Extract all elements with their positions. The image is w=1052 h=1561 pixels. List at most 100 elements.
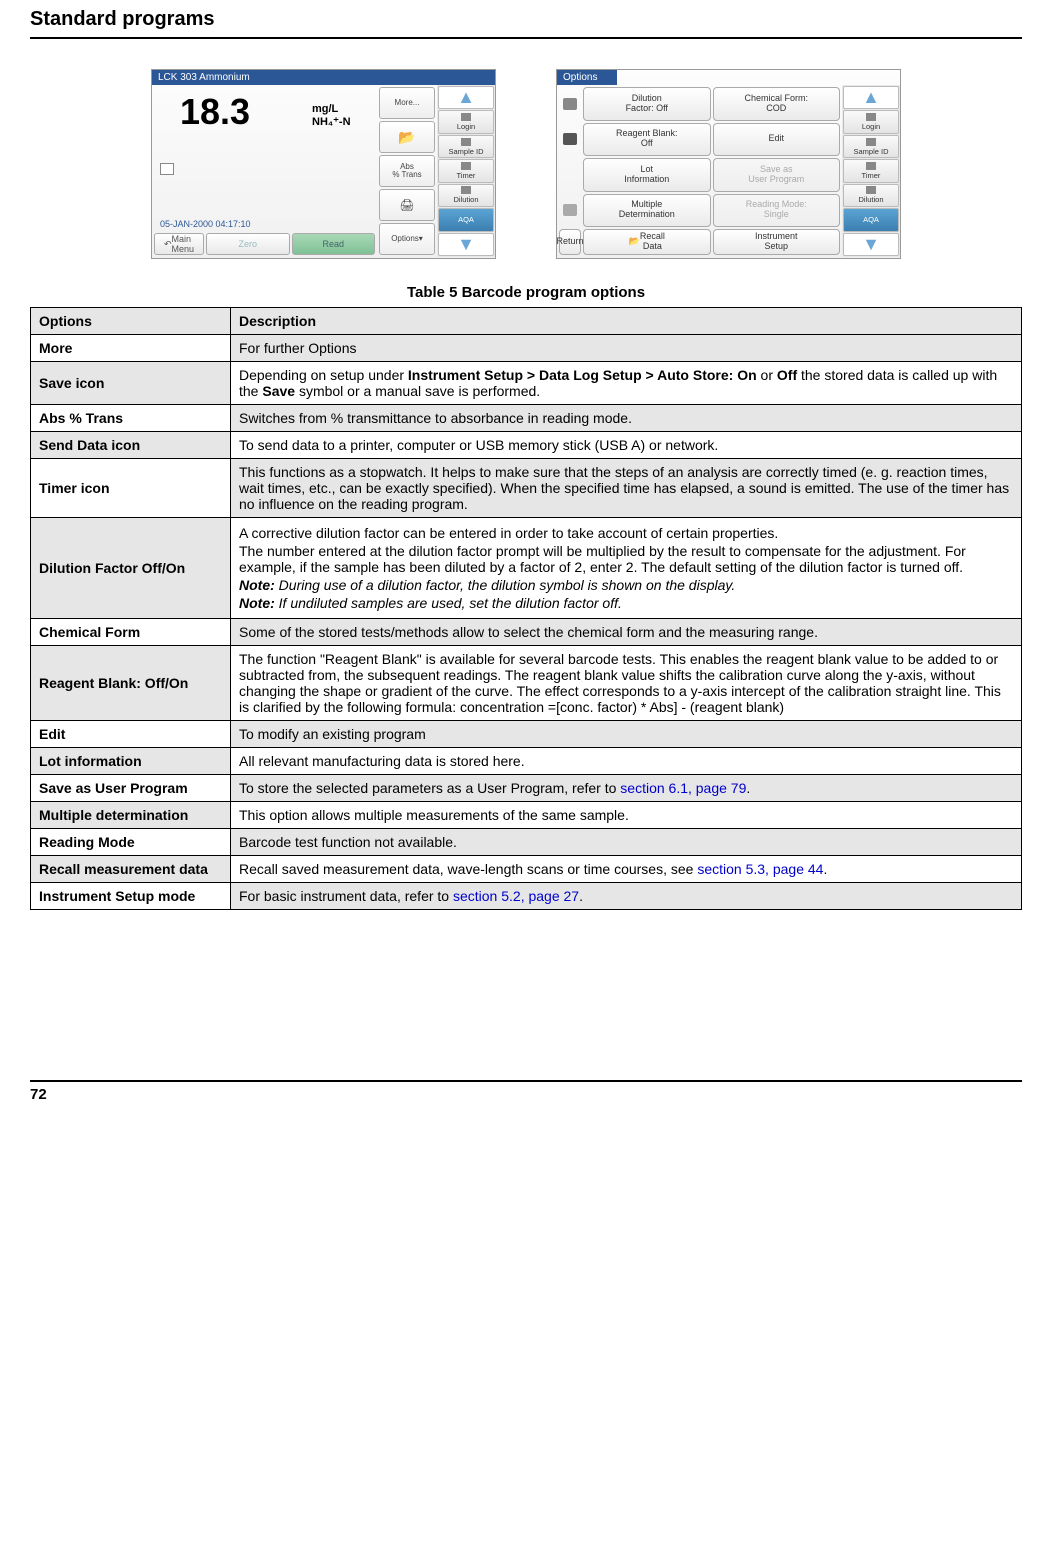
desc-cell: Switches from % transmittance to absorba… bbox=[231, 405, 1022, 432]
desc-cell: Some of the stored tests/methods allow t… bbox=[231, 619, 1022, 646]
opt-cell: Save icon bbox=[31, 362, 231, 405]
login-button[interactable]: Login bbox=[843, 110, 899, 133]
desc-cell: To send data to a printer, computer or U… bbox=[231, 432, 1022, 459]
desc-cell: A corrective dilution factor can be ente… bbox=[231, 518, 1022, 619]
table-row: Lot informationAll relevant manufacturin… bbox=[31, 748, 1022, 775]
abs-trans-button[interactable]: Abs % Trans bbox=[379, 155, 435, 187]
save-user-program-button: Save as User Program bbox=[713, 158, 841, 192]
options-button[interactable]: Options ▾ bbox=[379, 223, 435, 255]
table-row: Timer iconThis functions as a stopwatch.… bbox=[31, 459, 1022, 518]
send-data-button[interactable]: 🖨 bbox=[379, 189, 435, 221]
desc-cell: This functions as a stopwatch. It helps … bbox=[231, 459, 1022, 518]
chemical-form-button[interactable]: Chemical Form: COD bbox=[713, 87, 841, 121]
reagent-row-icon bbox=[559, 123, 581, 157]
opt-cell: Recall measurement data bbox=[31, 856, 231, 883]
desc-cell: For further Options bbox=[231, 335, 1022, 362]
lot-info-button[interactable]: Lot Information bbox=[583, 158, 711, 192]
ss1-titlebar: LCK 303 Ammonium bbox=[152, 70, 495, 85]
desc-cell: All relevant manufacturing data is store… bbox=[231, 748, 1022, 775]
table-row: MoreFor further Options bbox=[31, 335, 1022, 362]
return-button[interactable]: Return bbox=[559, 229, 581, 255]
table-caption: Table 5 Barcode program options bbox=[30, 284, 1022, 301]
desc-cell: Recall saved measurement data, wave-leng… bbox=[231, 856, 1022, 883]
desc-cell: For basic instrument data, refer to sect… bbox=[231, 883, 1022, 910]
page-number: 72 bbox=[30, 1080, 1022, 1103]
table-row: Reagent Blank: Off/OnThe function "Reage… bbox=[31, 646, 1022, 721]
ss1-display-area: 18.3 mg/L NH₄⁺-N 05-JAN-2000 04:17:10 ↶ … bbox=[152, 85, 377, 257]
desc-cell: This option allows multiple measurements… bbox=[231, 802, 1022, 829]
ss1-sidebar: ▲ Login Sample ID Timer Dilution AQA ▼ bbox=[437, 85, 495, 257]
table-row: Dilution Factor Off/On A corrective dilu… bbox=[31, 518, 1022, 619]
table-row: Recall measurement dataRecall saved meas… bbox=[31, 856, 1022, 883]
options-table: Options Description MoreFor further Opti… bbox=[30, 307, 1022, 910]
screenshot-options: Options Dilution Factor: Off Chemical Fo… bbox=[556, 69, 901, 259]
th-description: Description bbox=[231, 308, 1022, 335]
opt-cell: Reagent Blank: Off/On bbox=[31, 646, 231, 721]
zero-button[interactable]: Zero bbox=[206, 233, 290, 255]
screenshot-reading: LCK 303 Ammonium 18.3 mg/L NH₄⁺-N 05-JAN… bbox=[151, 69, 496, 259]
desc-cell: The function "Reagent Blank" is availabl… bbox=[231, 646, 1022, 721]
save-icon-button[interactable]: 📂 bbox=[379, 121, 435, 153]
opt-cell: Instrument Setup mode bbox=[31, 883, 231, 910]
ss1-mid-column: More... 📂 Abs % Trans 🖨 Options ▾ bbox=[377, 85, 437, 257]
screenshots-row: LCK 303 Ammonium 18.3 mg/L NH₄⁺-N 05-JAN… bbox=[30, 69, 1022, 259]
link-section-6-1[interactable]: section 6.1, page 79 bbox=[620, 780, 746, 796]
timer-button[interactable]: Timer bbox=[438, 159, 494, 182]
timer-button[interactable]: Timer bbox=[843, 159, 899, 182]
recall-data-button[interactable]: 📂 Recall Data bbox=[583, 229, 711, 255]
opt-cell: Send Data icon bbox=[31, 432, 231, 459]
scroll-down-icon[interactable]: ▼ bbox=[438, 233, 494, 256]
dilution-button[interactable]: Dilution bbox=[438, 184, 494, 207]
dilution-row-icon bbox=[559, 87, 581, 121]
ss1-timestamp: 05-JAN-2000 04:17:10 bbox=[160, 219, 251, 229]
opt-cell: Save as User Program bbox=[31, 775, 231, 802]
scroll-up-icon[interactable]: ▲ bbox=[843, 86, 899, 109]
table-row: Send Data iconTo send data to a printer,… bbox=[31, 432, 1022, 459]
scroll-down-icon[interactable]: ▼ bbox=[843, 233, 899, 256]
multi-row-icon bbox=[559, 194, 581, 228]
dilution-factor-button[interactable]: Dilution Factor: Off bbox=[583, 87, 711, 121]
opt-cell: Dilution Factor Off/On bbox=[31, 518, 231, 619]
multiple-determination-button[interactable]: Multiple Determination bbox=[583, 194, 711, 228]
edit-button[interactable]: Edit bbox=[713, 123, 841, 157]
aqa-button[interactable]: AQA bbox=[438, 208, 494, 231]
th-options: Options bbox=[31, 308, 231, 335]
link-section-5-3[interactable]: section 5.3, page 44 bbox=[697, 861, 823, 877]
table-row: Save iconDepending on setup under Instru… bbox=[31, 362, 1022, 405]
dilution-button[interactable]: Dilution bbox=[843, 184, 899, 207]
opt-cell: Abs % Trans bbox=[31, 405, 231, 432]
table-row: Chemical FormSome of the stored tests/me… bbox=[31, 619, 1022, 646]
opt-cell: Reading Mode bbox=[31, 829, 231, 856]
read-button[interactable]: Read bbox=[292, 233, 376, 255]
reagent-blank-button[interactable]: Reagent Blank: Off bbox=[583, 123, 711, 157]
main-menu-button[interactable]: ↶ Main Menu bbox=[154, 233, 204, 255]
note-icon[interactable] bbox=[160, 163, 174, 175]
table-row: EditTo modify an existing program bbox=[31, 721, 1022, 748]
ss2-sidebar: ▲ Login Sample ID Timer Dilution AQA ▼ bbox=[842, 85, 900, 257]
ss1-unit-nh4: NH₄⁺-N bbox=[312, 116, 351, 129]
more-button[interactable]: More... bbox=[379, 87, 435, 119]
scroll-up-icon[interactable]: ▲ bbox=[438, 86, 494, 109]
ss1-unit-mgl: mg/L bbox=[312, 103, 351, 116]
desc-cell: Barcode test function not available. bbox=[231, 829, 1022, 856]
ss2-titlebar: Options bbox=[557, 70, 617, 85]
table-row: Reading ModeBarcode test function not av… bbox=[31, 829, 1022, 856]
table-row: Instrument Setup modeFor basic instrumen… bbox=[31, 883, 1022, 910]
opt-cell: Multiple determination bbox=[31, 802, 231, 829]
instrument-setup-button[interactable]: Instrument Setup bbox=[713, 229, 841, 255]
login-button[interactable]: Login bbox=[438, 110, 494, 133]
opt-cell: Lot information bbox=[31, 748, 231, 775]
table-row: Multiple determinationThis option allows… bbox=[31, 802, 1022, 829]
link-section-5-2[interactable]: section 5.2, page 27 bbox=[453, 888, 579, 904]
table-row: Abs % TransSwitches from % transmittance… bbox=[31, 405, 1022, 432]
sample-id-button[interactable]: Sample ID bbox=[438, 135, 494, 158]
sample-id-button[interactable]: Sample ID bbox=[843, 135, 899, 158]
aqa-button[interactable]: AQA bbox=[843, 208, 899, 231]
page-header: Standard programs bbox=[30, 0, 1022, 39]
reading-mode-button: Reading Mode: Single bbox=[713, 194, 841, 228]
opt-cell: More bbox=[31, 335, 231, 362]
opt-cell: Chemical Form bbox=[31, 619, 231, 646]
desc-cell: Depending on setup under Instrument Setu… bbox=[231, 362, 1022, 405]
table-row: Save as User ProgramTo store the selecte… bbox=[31, 775, 1022, 802]
ss1-units: mg/L NH₄⁺-N bbox=[312, 103, 351, 129]
